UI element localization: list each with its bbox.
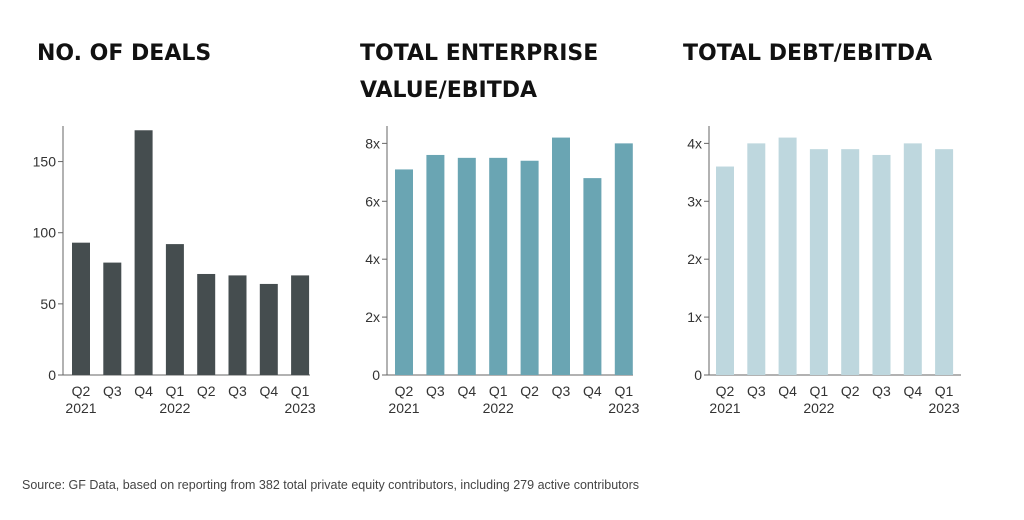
bar [841, 149, 860, 375]
bar [426, 154, 445, 375]
y-tick-label: 4x [687, 135, 702, 151]
bar [259, 283, 278, 375]
x-tick-label: Q2 2021 [388, 383, 419, 416]
x-tick-label: Q1 2022 [483, 383, 514, 416]
chart-title-debt-ebitda: TOTAL DEBT/EBITDA [683, 41, 933, 66]
y-tick-label: 50 [40, 296, 56, 312]
bar [72, 242, 90, 375]
y-tick-label: 0 [48, 367, 56, 383]
x-tick-label: Q2 2021 [65, 383, 96, 416]
y-tick-label: 3x [687, 193, 702, 209]
y-tick-label: 8x [365, 135, 380, 151]
x-tick-label: Q1 2023 [285, 383, 316, 416]
x-tick-label: Q1 2022 [803, 383, 834, 416]
bar [614, 143, 633, 375]
y-tick-label: 4x [365, 251, 380, 267]
x-tick-label: Q1 2023 [929, 383, 960, 416]
bar [103, 262, 122, 375]
bar [583, 178, 602, 375]
y-tick-label: 2x [365, 309, 380, 325]
x-tick-label: Q4 [583, 383, 602, 399]
x-tick-label: Q2 [520, 383, 539, 399]
x-tick-label: Q3 [747, 383, 766, 399]
bar [778, 137, 797, 375]
bar [134, 130, 153, 375]
bar [228, 275, 247, 375]
x-tick-label: Q3 [426, 383, 445, 399]
chart-title-deals: NO. OF DEALS [37, 41, 212, 66]
x-tick-label: Q4 [903, 383, 922, 399]
source-note: Source: GF Data, based on reporting from… [22, 478, 639, 492]
bar [747, 143, 766, 375]
bar [165, 244, 184, 375]
x-tick-label: Q2 [841, 383, 860, 399]
x-tick-label: Q3 [103, 383, 122, 399]
bar [395, 169, 413, 375]
x-tick-label: Q1 2022 [159, 383, 190, 416]
bar [935, 149, 954, 375]
chart-title-ev-ebitda: TOTAL ENTERPRISE VALUE/EBITDA [360, 41, 599, 103]
y-tick-label: 6x [365, 193, 380, 209]
bar [903, 143, 922, 375]
y-tick-label: 150 [33, 154, 57, 170]
y-tick-label: 1x [687, 309, 702, 325]
bar [520, 160, 539, 375]
y-tick-label: 2x [687, 251, 702, 267]
bar [489, 157, 508, 375]
bar [809, 149, 828, 375]
x-tick-label: Q4 [778, 383, 797, 399]
y-tick-label: 0 [372, 367, 380, 383]
x-tick-label: Q4 [134, 383, 153, 399]
y-tick-label: 0 [694, 367, 702, 383]
x-tick-label: Q3 [872, 383, 891, 399]
bar [716, 166, 734, 375]
x-tick-label: Q1 2023 [608, 383, 639, 416]
bar [197, 273, 216, 375]
bar [291, 275, 310, 375]
bar [552, 137, 570, 375]
x-tick-label: Q4 [457, 383, 476, 399]
x-tick-label: Q3 [228, 383, 247, 399]
y-tick-label: 100 [33, 225, 57, 241]
x-tick-label: Q2 [197, 383, 216, 399]
bar [457, 157, 476, 375]
bar [872, 154, 891, 375]
x-tick-label: Q2 2021 [709, 383, 740, 416]
x-tick-label: Q4 [259, 383, 278, 399]
x-tick-label: Q3 [552, 383, 571, 399]
